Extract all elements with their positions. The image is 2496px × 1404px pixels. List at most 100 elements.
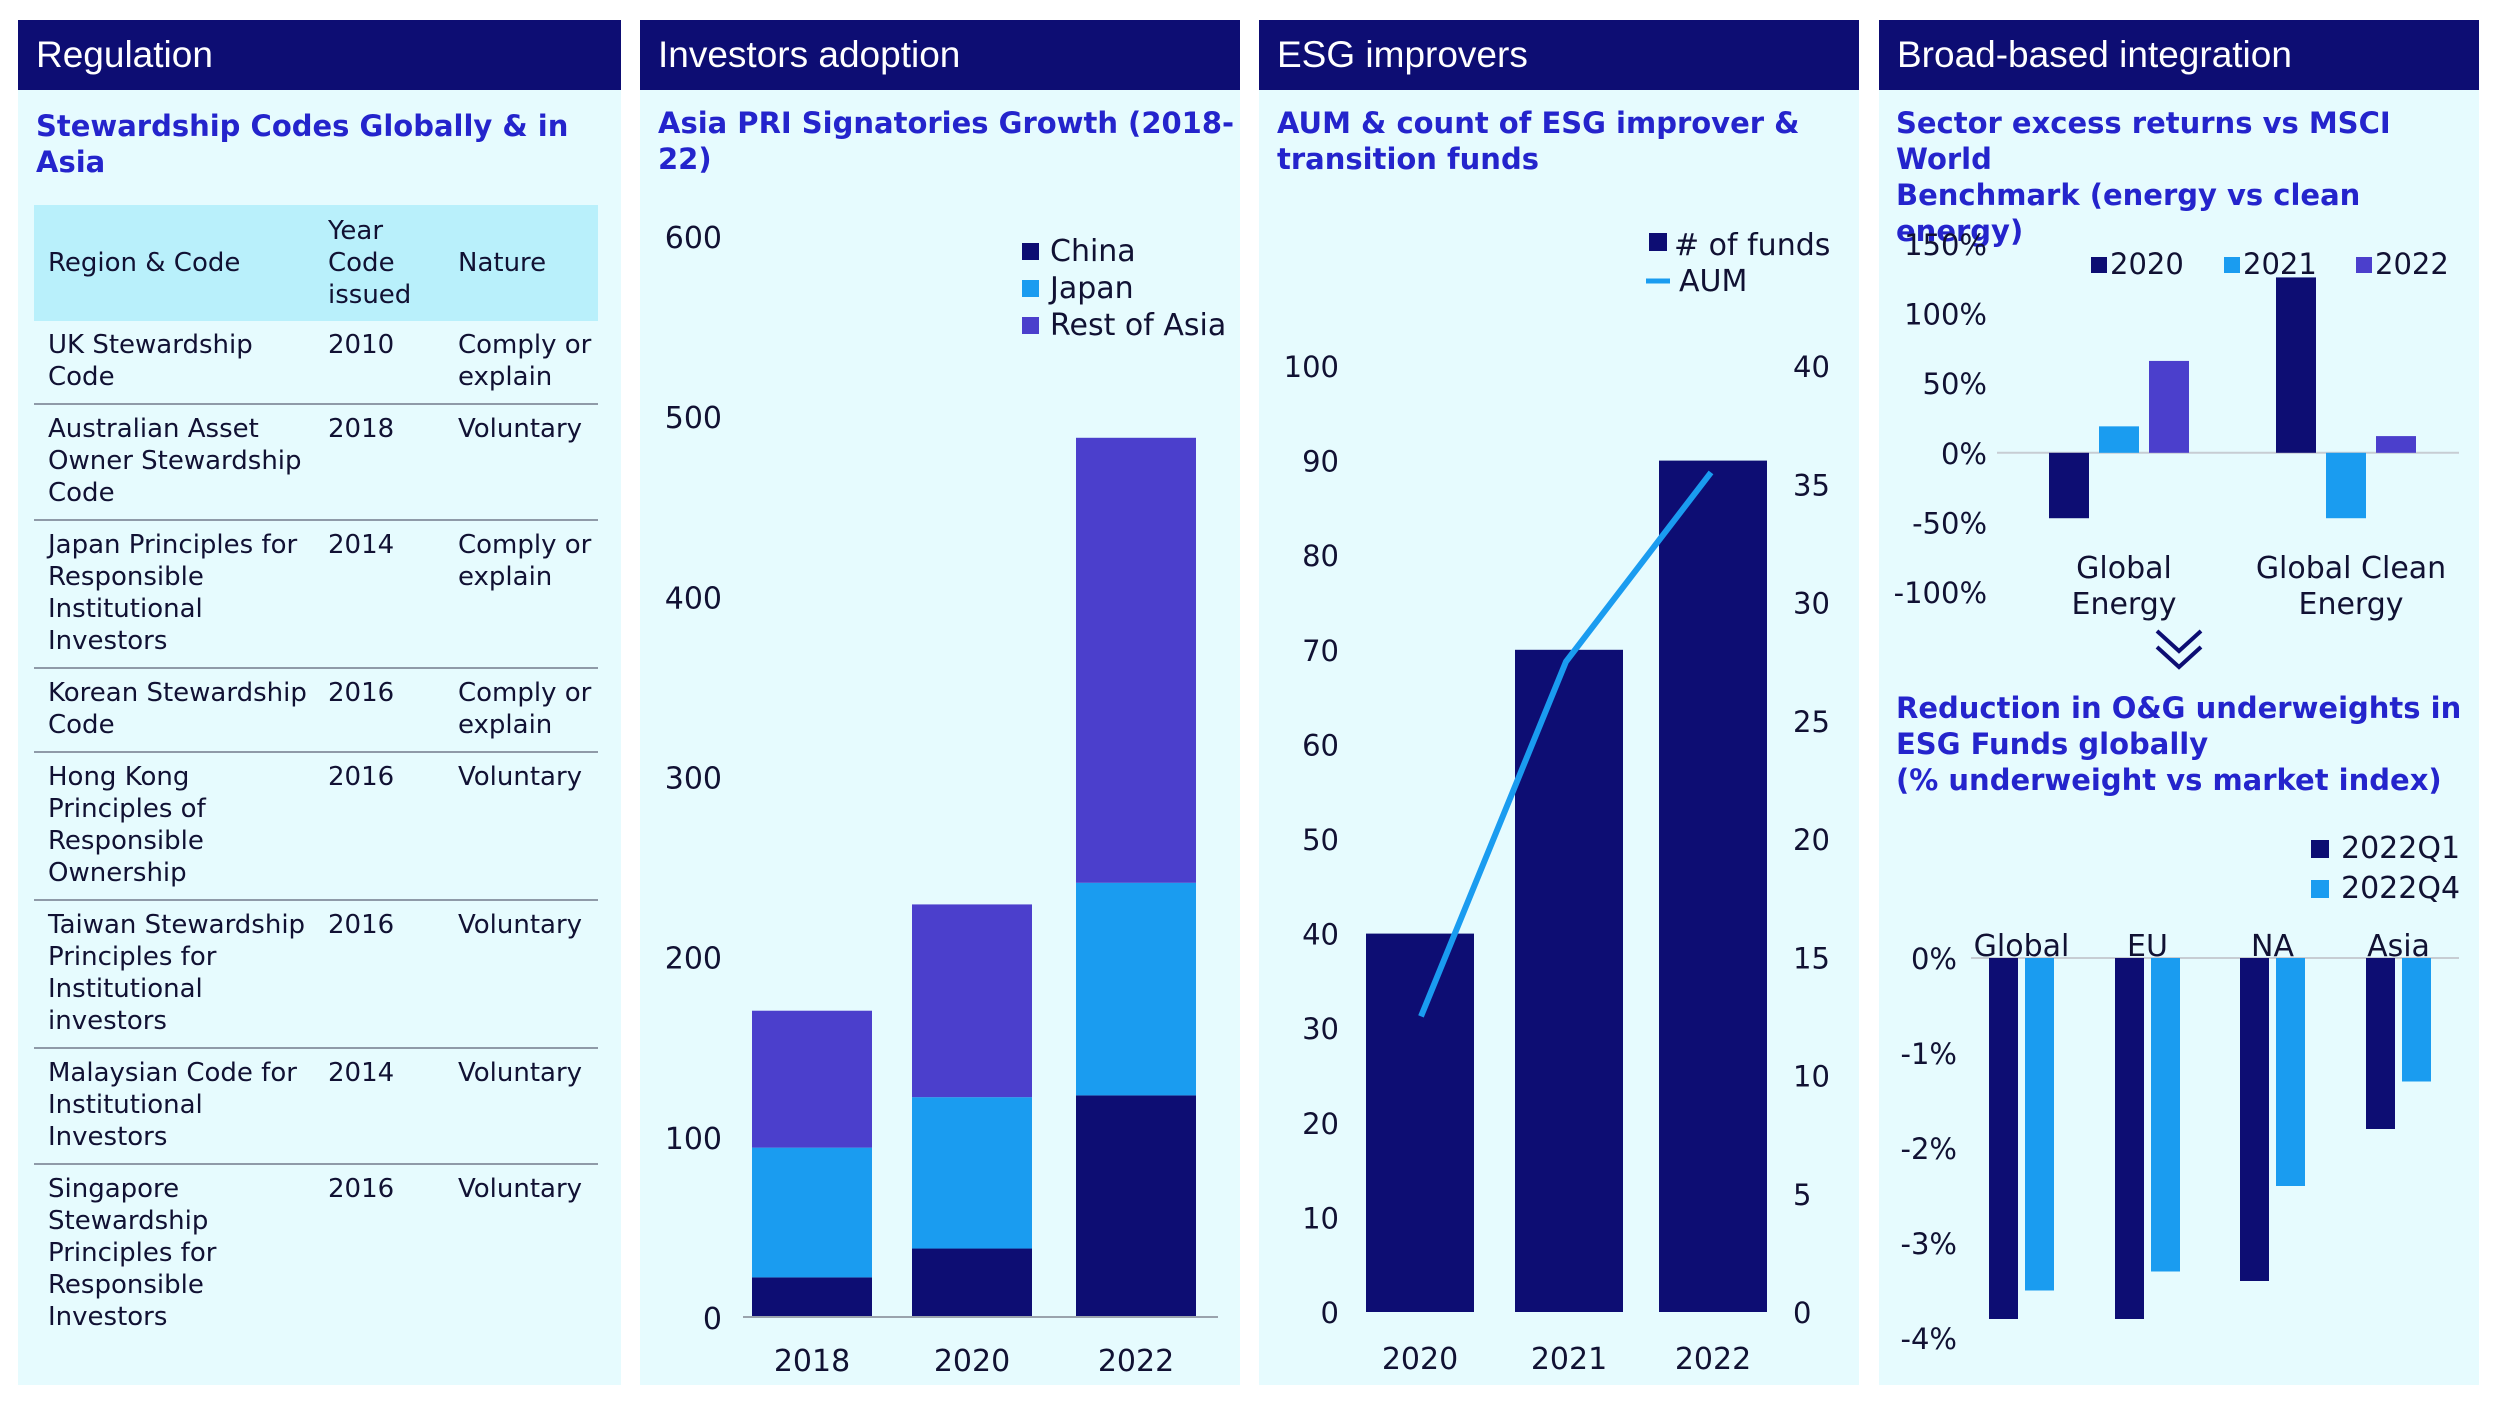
y-tick-label: 600 (665, 221, 722, 256)
y-tick-label: -2% (1901, 1132, 1957, 1166)
y-right-tick-label: 15 (1793, 941, 1830, 975)
y-right-tick-label: 25 (1793, 705, 1830, 739)
underweight-subtitle-line: Reduction in O&G underweights in (1896, 691, 2462, 725)
y-right-tick-label: 35 (1793, 468, 1830, 502)
table-row: UK Stewardship Code 2010 Comply or expla… (34, 321, 598, 405)
region-code-cell: Singapore Stewardship Principles for Res… (48, 1174, 217, 1332)
y-tick-label: 150% (1904, 228, 1987, 262)
bar-2021-global-clean-energy (2326, 452, 2366, 519)
x-tick-label: EU (2127, 929, 2168, 964)
legend-swatch-funds (1649, 233, 1667, 251)
nature-cell: Comply or explain (444, 520, 598, 669)
year-cell: 2014 (314, 1048, 444, 1165)
y-tick-label: 200 (665, 942, 722, 977)
legend-swatch-japan (1022, 280, 1039, 297)
sector-subtitle-line: Sector excess returns vs MSCI World (1896, 106, 2391, 176)
legend-label-rest-of-asia: Rest of Asia (1050, 308, 1226, 343)
regulation-subtitle: Stewardship Codes Globally & in Asia (36, 109, 569, 179)
table-row: Malaysian Code for Institutional Investo… (34, 1048, 598, 1165)
bar-funds-2022 (1659, 460, 1767, 1313)
year-cell: 2018 (314, 404, 444, 521)
y-right-tick-label: 40 (1793, 350, 1830, 384)
y-right-tick-label: 10 (1793, 1060, 1830, 1094)
legend-swatch-rest-of-asia (1022, 317, 1039, 334)
investors-header: Investors adoption (640, 20, 1240, 90)
x-tick-label: 2020 (1382, 1342, 1458, 1377)
bar-2022q4-eu (2151, 958, 2180, 1272)
bar-2022q4-global (2025, 958, 2054, 1291)
underweight-subtitle: Reduction in O&G underweights in ESG Fun… (1896, 690, 2476, 798)
nature-cell: Voluntary (444, 404, 598, 521)
nature-cell: Voluntary (444, 900, 598, 1049)
y-tick-label: 20 (1302, 1107, 1339, 1141)
y-tick-label: -1% (1901, 1037, 1957, 1071)
double-chevron-down-icon (2155, 629, 2203, 670)
column-header-region: Region & Code (34, 205, 314, 321)
bar-rest-of-asia-2020 (912, 904, 1032, 1098)
bar-rest-of-asia-2018 (752, 1010, 872, 1148)
y-right-tick-label: 20 (1793, 823, 1830, 857)
stewardship-codes-table: Region & Code Year Code issued Nature UK… (34, 205, 598, 1343)
region-code-cell: UK Stewardship Code (34, 321, 314, 405)
region-code-cell: Taiwan Stewardship Principles for Instit… (34, 900, 314, 1049)
y-tick-label: 0 (703, 1302, 722, 1337)
aum-line (1418, 470, 1714, 1018)
bar-2022-global-clean-energy (2376, 436, 2416, 453)
region-code-cell: Korean Stewardship Code (34, 668, 314, 753)
y-right-tick-label: 30 (1793, 587, 1830, 621)
x-tick-label: 2020 (934, 1344, 1010, 1379)
bar-2022q1-global (1989, 958, 2018, 1319)
y-tick-label: 0% (1911, 942, 1957, 976)
x-tick-label: 2022 (1098, 1344, 1174, 1379)
legend-label-2022q4: 2022Q4 (2341, 871, 2460, 906)
table-row: Australian Asset Owner Stewardship Code … (34, 404, 598, 521)
legend-label-china: China (1050, 234, 1136, 269)
region-code-cell: Malaysian Code for Institutional Investo… (34, 1048, 314, 1165)
year-cell: 2016 (314, 668, 444, 753)
pri-signatories-chart: 0 100 200 300 400 500 600 2018 2020 2022 ChinaJapa… (665, 221, 1226, 1379)
y-tick-label: -3% (1901, 1227, 1957, 1261)
bar-china-2022 (1076, 1095, 1196, 1317)
legend-swatch-2021 (2224, 257, 2240, 273)
nature-cell: Voluntary (444, 1048, 598, 1165)
x-tick-label: Asia (2367, 929, 2430, 964)
table-row: Singapore Stewardship Principles for Res… (34, 1164, 598, 1343)
sector-subtitle-line: Benchmark (energy vs clean energy) (1896, 178, 2361, 248)
y-tick-label: 80 (1302, 539, 1339, 573)
legend-label-aum: AUM (1679, 264, 1747, 299)
bar-2022q1-eu (2115, 958, 2144, 1319)
nature-cell: Voluntary (458, 1174, 583, 1204)
y-tick-label: 100% (1904, 298, 1987, 332)
year-cell: 2010 (314, 321, 444, 405)
y-tick-label: 100 (665, 1122, 722, 1157)
nature-cell: Comply or explain (444, 321, 598, 405)
broad-header: Broad-based integration (1879, 20, 2479, 90)
y-tick-label: 40 (1302, 918, 1339, 952)
esg-subtitle: AUM & count of ESG improver & transition… (1277, 105, 1857, 177)
legend-swatch-2022q4 (2311, 880, 2329, 898)
x-tick-label: Energy (2071, 587, 2176, 622)
legend-swatch-china (1022, 243, 1039, 260)
y-tick-label: 90 (1302, 445, 1339, 479)
esg-header: ESG improvers (1259, 20, 1859, 90)
bar-japan-2022 (1076, 882, 1196, 1096)
underweight-subtitle-line: (% underweight vs market index) (1896, 763, 2442, 797)
x-tick-label: Global (2076, 551, 2172, 586)
table-header-row: Region & Code Year Code issued Nature (34, 205, 598, 321)
y-right-tick-label: 5 (1793, 1178, 1811, 1212)
esg-subtitle-line: AUM & count of ESG improver & (1277, 106, 1800, 140)
x-tick-label: Global (1974, 929, 2070, 964)
legend-swatch-2022 (2356, 257, 2372, 273)
bar-china-2018 (752, 1277, 872, 1317)
nature-cell: Comply or explain (444, 668, 598, 753)
esg-subtitle-line: transition funds (1277, 142, 1539, 176)
y-tick-label: 10 (1302, 1201, 1339, 1235)
year-cell: 2016 (314, 752, 444, 901)
y-tick-label: 0 (1321, 1296, 1339, 1330)
column-header-year: Year Code issued (314, 205, 444, 321)
legend-label-japan: Japan (1048, 271, 1134, 306)
sector-subtitle: Sector excess returns vs MSCI World Benc… (1896, 105, 2476, 249)
year-cell: 2014 (314, 520, 444, 669)
legend-swatch-2022q1 (2311, 840, 2329, 858)
y-tick-label: -4% (1901, 1322, 1957, 1356)
